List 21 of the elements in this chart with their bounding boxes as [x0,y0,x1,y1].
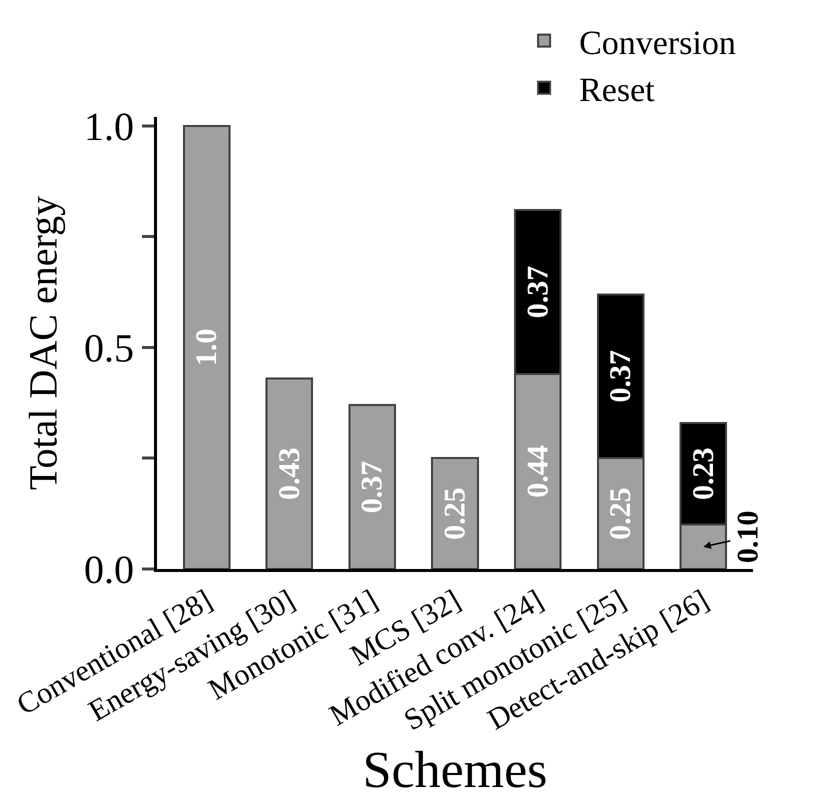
data-label: 0.23 [686,447,720,500]
y-tick-label: 0.5 [84,325,134,370]
y-tick-label: 1.0 [84,104,134,149]
data-label: 0.37 [604,350,638,402]
data-label: 0.37 [521,266,554,318]
y-axis-title: Total DAC energy [20,196,66,490]
legend-label: Reset [579,72,656,110]
data-label: 0.43 [272,447,306,500]
bar [266,377,314,569]
bar [431,457,479,569]
data-label: 0.10 [731,510,764,564]
data-label: 0.37 [356,460,389,514]
bar [182,124,230,569]
x-axis-title: Schemes [362,742,548,799]
y-tick-label: 0.0 [84,547,134,592]
data-label: 1.0 [190,328,224,366]
bar [348,404,396,569]
data-label: 0.44 [521,445,554,498]
legend-label: Conversion [579,24,736,62]
data-label: 0.25 [438,487,472,540]
data-label: 0.25 [604,487,638,540]
